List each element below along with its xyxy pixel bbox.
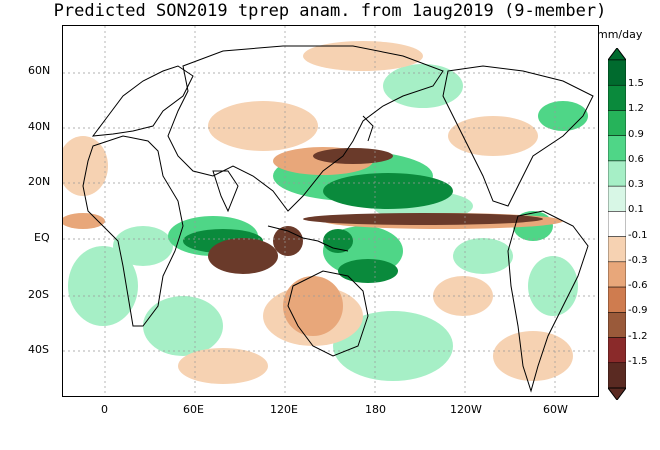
colorbar-label: 0.1 bbox=[628, 204, 644, 216]
colorbar-segment bbox=[608, 211, 626, 237]
lon-label-180: 180 bbox=[365, 403, 386, 416]
colorbar-label: -0.6 bbox=[628, 280, 648, 292]
strong-wet-areas bbox=[183, 173, 453, 283]
colorbar-label: 1.2 bbox=[628, 103, 644, 115]
colorbar-segment bbox=[608, 135, 626, 162]
colorbar-segment bbox=[608, 312, 626, 338]
lat-label-20s: 20S bbox=[28, 288, 49, 301]
colorbar-label: 0.3 bbox=[628, 179, 644, 191]
colorbar-label: 1.5 bbox=[628, 78, 644, 90]
colorbar-label: -0.9 bbox=[628, 305, 648, 317]
colorbar-label: -0.1 bbox=[628, 229, 648, 241]
strong-dry-areas bbox=[208, 148, 543, 274]
map-title: Predicted SON2019 tprep anam. from 1aug2… bbox=[53, 1, 607, 21]
lon-label-0: 0 bbox=[101, 403, 108, 416]
colorbar bbox=[608, 48, 626, 400]
precip-anomaly-map bbox=[63, 26, 598, 396]
map-panel bbox=[62, 25, 599, 397]
colorbar-segment bbox=[608, 160, 626, 187]
colorbar-segment bbox=[608, 236, 626, 263]
colorbar-segment bbox=[608, 286, 626, 313]
colorbar-label: -0.3 bbox=[628, 254, 648, 266]
lat-label-60n: 60N bbox=[28, 64, 51, 77]
colorbar-segment bbox=[608, 362, 626, 389]
colorbar-segment bbox=[608, 337, 626, 364]
colorbar-label: -1.2 bbox=[628, 330, 648, 342]
lat-label-eq: EQ bbox=[34, 231, 50, 244]
gridlines bbox=[63, 26, 598, 396]
colorbar-segment bbox=[608, 110, 626, 136]
lon-label-60w: 60W bbox=[543, 403, 568, 416]
lon-label-120w: 120W bbox=[450, 403, 482, 416]
lon-label-60e: 60E bbox=[183, 403, 204, 416]
colorbar-label: 0.9 bbox=[628, 128, 644, 140]
colorbar-label: 0.6 bbox=[628, 153, 644, 165]
colorbar-segment bbox=[608, 261, 626, 288]
lat-label-40s: 40S bbox=[28, 343, 49, 356]
colorbar-label: -1.5 bbox=[628, 355, 648, 367]
colorbar-segment bbox=[608, 59, 626, 86]
coastlines bbox=[82, 45, 594, 393]
lat-label-20n: 20N bbox=[28, 175, 51, 188]
units-label: mm/day bbox=[597, 28, 643, 41]
colorbar-segment bbox=[608, 185, 626, 212]
colorbar-segment bbox=[608, 84, 626, 111]
lon-label-120e: 120E bbox=[270, 403, 298, 416]
lat-label-40n: 40N bbox=[28, 120, 51, 133]
colorbar-top-arrow bbox=[608, 48, 626, 61]
colorbar-bottom-arrow bbox=[608, 387, 626, 400]
